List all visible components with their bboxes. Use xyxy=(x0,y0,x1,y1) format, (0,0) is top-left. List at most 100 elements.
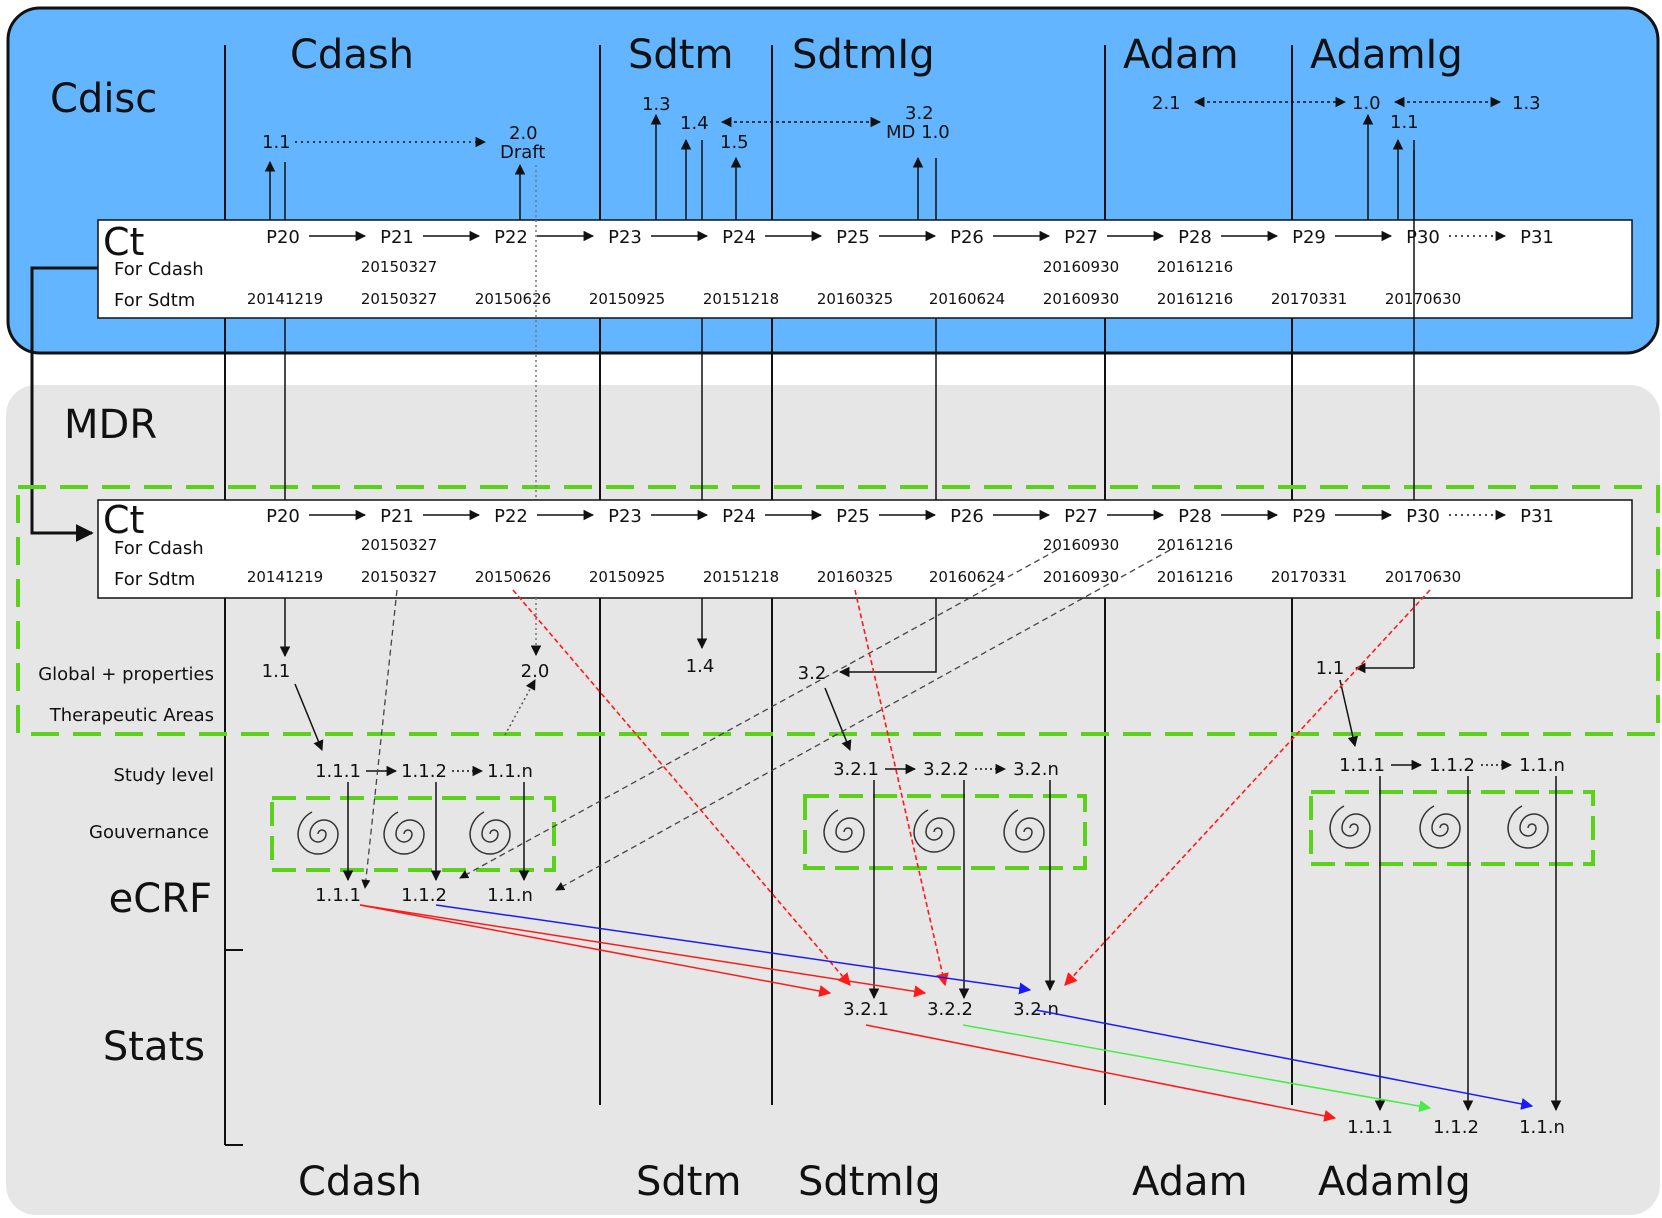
stats-sdtmig-versions: 3.2.1 3.2.2 3.2.n xyxy=(843,999,1059,1020)
level-labels: Global + properties Therapeutic Areas St… xyxy=(38,664,214,1070)
sdtm-1-3: 1.3 xyxy=(642,94,671,115)
mdr-sdtm-date: 20160624 xyxy=(929,568,1005,586)
mdr-p26: P26 xyxy=(950,506,984,527)
flow-arrows xyxy=(359,904,1534,1122)
cdisc-sdtm-date: 20160930 xyxy=(1043,290,1119,308)
global-to-study xyxy=(294,679,1359,751)
spiral-icon xyxy=(469,811,511,855)
footer-sdtmig: SdtmIg xyxy=(798,1159,941,1205)
mdr-cdash-date: 20160930 xyxy=(1043,536,1119,554)
footer-cdash: Cdash xyxy=(298,1159,422,1205)
cdisc-label: Cdisc xyxy=(50,76,157,122)
cdisc-sdtm-date: 20170331 xyxy=(1271,290,1347,308)
mdr-cdash-2-0: 2.0 xyxy=(521,661,550,682)
stats-bracket xyxy=(225,949,243,1146)
cdisc-sdtm-date: 20170630 xyxy=(1385,290,1461,308)
cdisc-p23: P23 xyxy=(608,227,642,248)
mdr-adamig-1-1: 1.1 xyxy=(1316,658,1345,679)
global-properties-label: Global + properties xyxy=(38,664,214,685)
mdr-ct-row-cdash: For Cdash xyxy=(114,538,204,559)
therapeutic-areas-label: Therapeutic Areas xyxy=(49,705,214,726)
stats-adamig-versions: 1.1.1 1.1.2 1.1.n xyxy=(1347,1117,1565,1138)
cdisc-sdtm-date: 20151218 xyxy=(703,290,779,308)
ct-to-ecrf-dashed xyxy=(361,549,1171,891)
spiral-icon xyxy=(297,811,339,855)
study-level-arrows xyxy=(366,759,1513,777)
spiral-icon xyxy=(1329,805,1371,849)
gouvernance-label: Gouvernance xyxy=(89,822,209,843)
mdr-sdtm-date: 20141219 xyxy=(247,568,323,586)
mdr-global-area xyxy=(16,485,1660,736)
mdr-sdtm-1-4: 1.4 xyxy=(686,656,715,677)
red-flow-arrow xyxy=(359,904,927,998)
mdr-global-versions: 1.1 2.0 1.4 3.2 1.1 xyxy=(262,656,1345,684)
mdr-p30: P30 xyxy=(1406,506,1440,527)
mdr-p28: P28 xyxy=(1178,506,1212,527)
mdr-cdash-date: 20150327 xyxy=(361,536,437,554)
ecrf-label: eCRF xyxy=(109,876,212,922)
study-down-arrows xyxy=(342,776,1562,1112)
mdr-sdtm-date: 20150626 xyxy=(475,568,551,586)
header-adam: Adam xyxy=(1123,32,1239,78)
cdisc-ct-box: Ct For Cdash For Sdtm P20 P21 P22 P23 P2… xyxy=(97,219,1633,319)
cdisc-sdtm-date: 20141219 xyxy=(247,290,323,308)
cdash-1-1: 1.1 xyxy=(262,132,291,153)
ecrf-n: 1.1.n xyxy=(487,885,533,906)
header-cdash: Cdash xyxy=(290,32,414,78)
mdr-sdtm-date: 20150327 xyxy=(361,568,437,586)
sdtm-1-4: 1.4 xyxy=(680,113,709,134)
stats-adamig-n: 1.1.n xyxy=(1519,1117,1565,1138)
mdr-cdash-1-1: 1.1 xyxy=(262,661,291,682)
mdr-p22: P22 xyxy=(494,506,528,527)
mdr-sdtm-date: 20160325 xyxy=(817,568,893,586)
cdisc-p31: P31 xyxy=(1520,227,1554,248)
mdr-p21: P21 xyxy=(380,506,414,527)
cdisc-p21: P21 xyxy=(380,227,414,248)
mdr-sdtm-date: 20160930 xyxy=(1043,568,1119,586)
sdtm-1-5: 1.5 xyxy=(720,132,749,153)
stats-sdtmig-2: 3.2.2 xyxy=(927,999,973,1020)
sdtmig-study-n: 3.2.n xyxy=(1013,759,1059,780)
sdtmig-md: MD 1.0 xyxy=(886,122,950,143)
cdash-study-1: 1.1.1 xyxy=(315,761,361,782)
spiral-icon xyxy=(913,809,955,853)
spiral-icon xyxy=(1507,805,1549,849)
cdash-study-n: 1.1.n xyxy=(487,761,533,782)
footer-sdtm: Sdtm xyxy=(636,1159,741,1205)
cdisc-p29: P29 xyxy=(1292,227,1326,248)
blue-flow-arrow xyxy=(1035,1009,1534,1110)
gouvernance-box-sdtmig xyxy=(803,794,1087,870)
cdisc-sdtm-date: 20160325 xyxy=(817,290,893,308)
mdr-ct-box: Ct For Cdash For Sdtm P20 P21 P22 P23 P2… xyxy=(97,498,1633,599)
mdr-sdtm-date: 20170331 xyxy=(1271,568,1347,586)
cdisc-p26: P26 xyxy=(950,227,984,248)
stats-adamig-2: 1.1.2 xyxy=(1433,1117,1479,1138)
adamig-1-1: 1.1 xyxy=(1390,112,1419,133)
mdr-sdtm-date: 20150925 xyxy=(589,568,665,586)
spiral-icon xyxy=(1419,805,1461,849)
cdisc-p30: P30 xyxy=(1406,227,1440,248)
green-flow-arrow xyxy=(962,1024,1432,1113)
cdisc-p24: P24 xyxy=(722,227,756,248)
mdr-label: MDR xyxy=(64,402,157,448)
gouvernance-boxes xyxy=(270,790,1595,872)
adam-2-1: 2.1 xyxy=(1152,93,1181,114)
spiral-icon xyxy=(823,809,865,853)
header-sdtm: Sdtm xyxy=(628,32,733,78)
study-level-versions: 1.1.1 1.1.2 1.1.n 3.2.1 3.2.2 3.2.n 1.1.… xyxy=(315,755,1565,782)
cdisc-sdtm-date: 20160624 xyxy=(929,290,1005,308)
cdisc-versions: 1.1 2.0 Draft 1.3 1.4 1.5 3.2 MD 1.0 2.1… xyxy=(262,93,1541,163)
stats-sdtmig-1: 3.2.1 xyxy=(843,999,889,1020)
mdr-p31: P31 xyxy=(1520,506,1554,527)
cdisc-sdtm-date: 20150626 xyxy=(475,290,551,308)
mdr-p23: P23 xyxy=(608,506,642,527)
red-flow-arrow xyxy=(865,1024,1337,1122)
mdr-p20: P20 xyxy=(266,506,300,527)
adamig-1-0: 1.0 xyxy=(1352,93,1381,114)
adamig-study-n: 1.1.n xyxy=(1519,755,1565,776)
cdisc-p22: P22 xyxy=(494,227,528,248)
cdisc-p20: P20 xyxy=(266,227,300,248)
red-flow-arrow xyxy=(359,904,832,997)
cdisc-ct-row-sdtm: For Sdtm xyxy=(114,290,195,311)
